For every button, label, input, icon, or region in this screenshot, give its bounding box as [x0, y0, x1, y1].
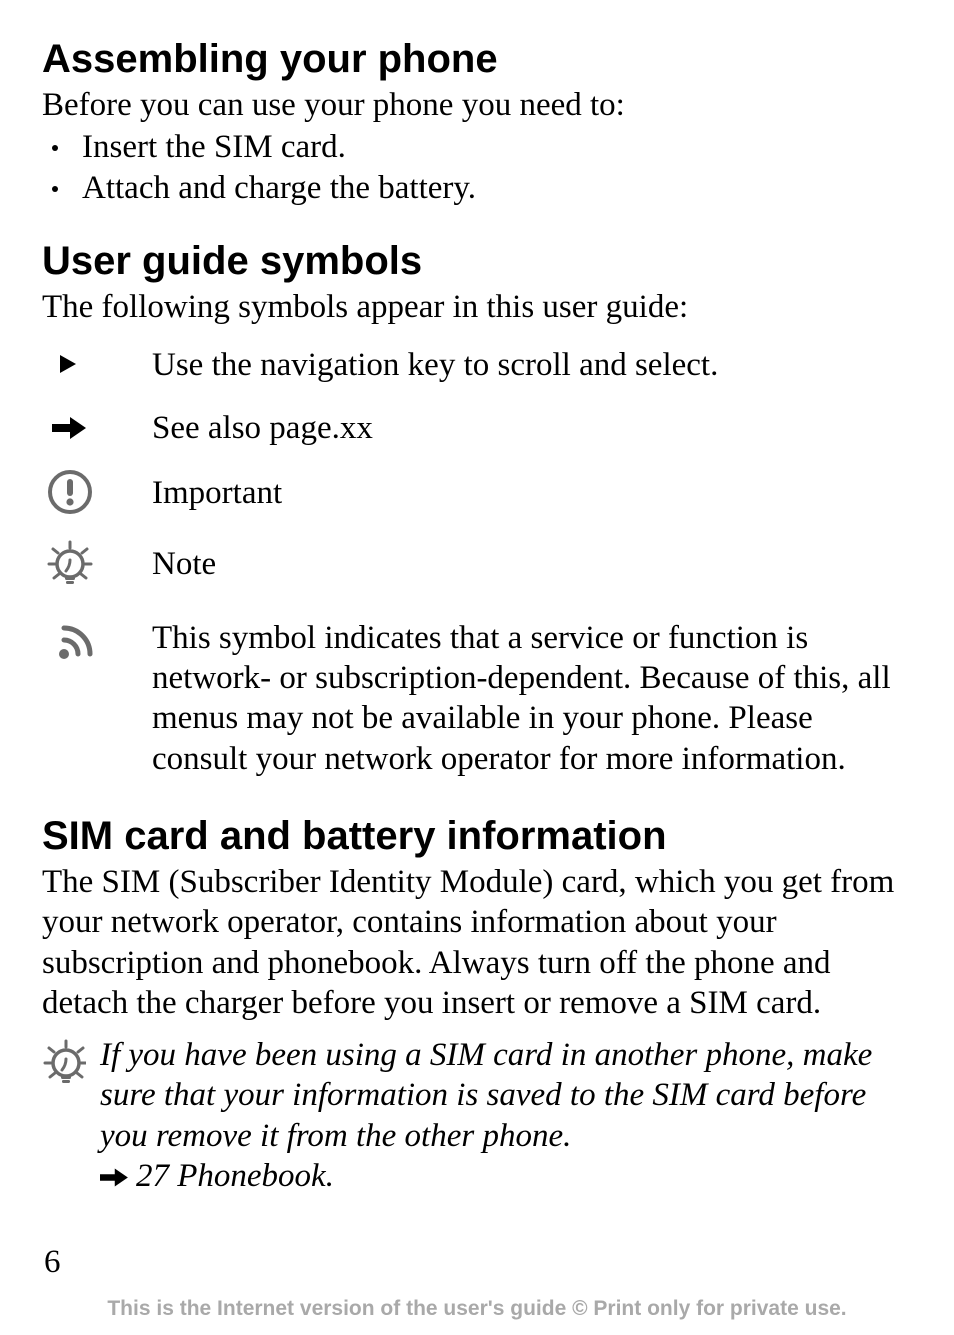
page-number: 6	[44, 1244, 912, 1281]
symbol-row-important: Important	[42, 470, 912, 516]
heading-symbols: User guide symbols	[42, 238, 912, 285]
assembling-bullets: Insert the SIM card. Attach and charge t…	[52, 127, 912, 208]
intro-symbols: The following symbols appear in this use…	[42, 287, 912, 327]
bullet-dot-icon	[52, 145, 58, 151]
symbol-text: Note	[152, 544, 912, 584]
page-content: Assembling your phone Before you can use…	[0, 0, 954, 1281]
bullet-dot-icon	[52, 186, 58, 192]
heading-sim: SIM card and battery information	[42, 813, 912, 860]
note-icon	[42, 540, 152, 588]
footer-text: This is the Internet version of the user…	[0, 1297, 954, 1321]
symbol-text: Important	[152, 473, 912, 513]
sim-note-text: If you have been using a SIM card in ano…	[100, 1035, 912, 1198]
arrow-right-icon	[42, 408, 152, 442]
symbols-list: Use the navigation key to scroll and sel…	[42, 345, 912, 779]
symbol-row-network: This symbol indicates that a service or …	[42, 618, 912, 779]
bullet-text: Insert the SIM card.	[82, 127, 346, 167]
arrow-right-icon	[100, 1158, 130, 1198]
bullet-item: Attach and charge the battery.	[52, 168, 912, 208]
body-sim: The SIM (Subscriber Identity Module) car…	[42, 862, 912, 1023]
heading-assembling: Assembling your phone	[42, 36, 912, 83]
symbol-text: This symbol indicates that a service or …	[152, 618, 912, 779]
symbol-text: See also page.xx	[152, 408, 912, 448]
bullet-item: Insert the SIM card.	[52, 127, 912, 167]
nav-triangle-icon	[42, 345, 152, 375]
symbol-row-nav: Use the navigation key to scroll and sel…	[42, 345, 912, 385]
symbol-row-seealso: See also page.xx	[42, 408, 912, 448]
bullet-text: Attach and charge the battery.	[82, 168, 476, 208]
note-icon	[42, 1035, 100, 1083]
symbol-row-note: Note	[42, 540, 912, 588]
important-icon	[42, 470, 152, 516]
sim-note-block: If you have been using a SIM card in ano…	[42, 1035, 912, 1198]
sim-note-pre: If you have been using a SIM card in ano…	[100, 1037, 872, 1154]
intro-assembling: Before you can use your phone you need t…	[42, 85, 912, 125]
symbol-text: Use the navigation key to scroll and sel…	[152, 345, 912, 385]
network-icon	[42, 618, 152, 664]
sim-note-link: 27 Phonebook.	[136, 1158, 334, 1194]
